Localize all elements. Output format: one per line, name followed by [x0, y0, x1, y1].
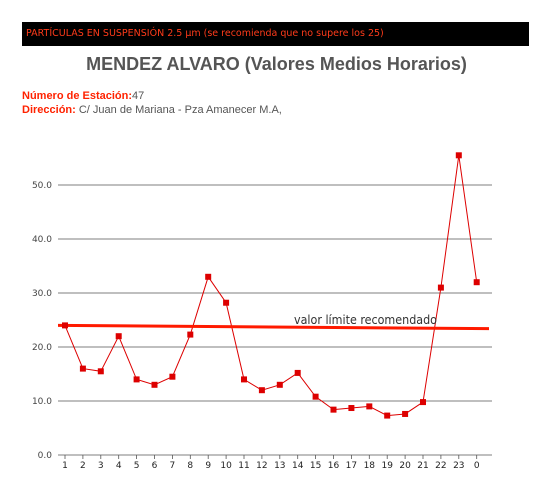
station-number-value: 47 [132, 90, 145, 102]
data-point [205, 273, 212, 280]
data-point [223, 299, 230, 306]
x-tick-label: 14 [292, 461, 304, 471]
data-point [79, 365, 86, 372]
data-point [312, 393, 319, 400]
station-title: MENDEZ ALVARO (Valores Medios Horarios) [86, 54, 467, 74]
station-address-line: Dirección: C/ Juan de Mariana - Pza Aman… [22, 104, 282, 116]
x-tick-label: 0 [474, 461, 480, 471]
data-point [402, 410, 409, 417]
station-address-value: C/ Juan de Mariana - Pza Amanecer M.A, [78, 104, 282, 116]
x-tick-label: 12 [256, 461, 267, 471]
x-tick-label: 21 [417, 461, 428, 471]
x-tick-label: 22 [435, 461, 446, 471]
station-number-label: Número de Estación: [22, 90, 133, 102]
x-tick-label: 8 [187, 461, 193, 471]
y-tick-label: 40.0 [32, 235, 52, 245]
data-point [241, 376, 247, 383]
x-tick-label: 13 [274, 461, 285, 471]
x-tick-label: 9 [205, 461, 211, 471]
data-point [169, 373, 176, 380]
x-tick-label: 20 [399, 461, 411, 471]
data-point [187, 331, 194, 338]
banner-bar: PARTÍCULAS EN SUSPENSIÓN 2.5 µm (se reco… [22, 22, 529, 46]
data-point [348, 405, 355, 412]
data-point [455, 152, 462, 159]
data-point [115, 333, 122, 340]
limit-line [57, 323, 490, 331]
x-tick-label: 16 [328, 461, 340, 471]
data-point [366, 403, 373, 410]
x-tick-label: 3 [98, 461, 104, 471]
x-tick-label: 19 [381, 461, 393, 471]
station-number-line: Número de Estación:47 [22, 90, 144, 102]
data-point [294, 369, 301, 376]
x-tick-label: 5 [134, 461, 140, 471]
x-tick-label: 10 [220, 461, 232, 471]
y-tick-label: 20.0 [32, 343, 52, 353]
data-point [437, 284, 444, 291]
data-point [151, 381, 158, 388]
limit-label: valor límite recomendado [294, 312, 437, 327]
data-point [276, 381, 283, 388]
y-tick-label: 50.0 [32, 181, 52, 191]
station-address-label: Dirección: [22, 104, 76, 116]
data-point [330, 406, 337, 413]
y-tick-label: 10.0 [32, 397, 52, 407]
series-line [64, 155, 478, 417]
data-point [473, 279, 480, 286]
x-tick-label: 2 [80, 461, 86, 471]
x-tick-label: 4 [116, 461, 122, 471]
data-point [62, 322, 68, 329]
y-tick-label: 30.0 [32, 289, 52, 299]
x-tick-label: 11 [238, 461, 249, 471]
x-tick-label: 23 [453, 461, 464, 471]
banner-text: PARTÍCULAS EN SUSPENSIÓN 2.5 µm (se reco… [26, 28, 384, 39]
x-tick-label: 18 [364, 461, 376, 471]
data-point [97, 368, 104, 375]
x-tick-label: 6 [152, 461, 158, 471]
data-point [133, 376, 140, 383]
data-point [384, 412, 391, 419]
x-tick-label: 15 [310, 461, 321, 471]
data-point [258, 387, 265, 394]
x-tick-label: 1 [62, 461, 68, 471]
y-tick-label: 0.0 [38, 451, 53, 461]
x-tick-label: 7 [170, 461, 176, 471]
x-tick-label: 17 [346, 461, 357, 471]
data-point [420, 399, 426, 406]
